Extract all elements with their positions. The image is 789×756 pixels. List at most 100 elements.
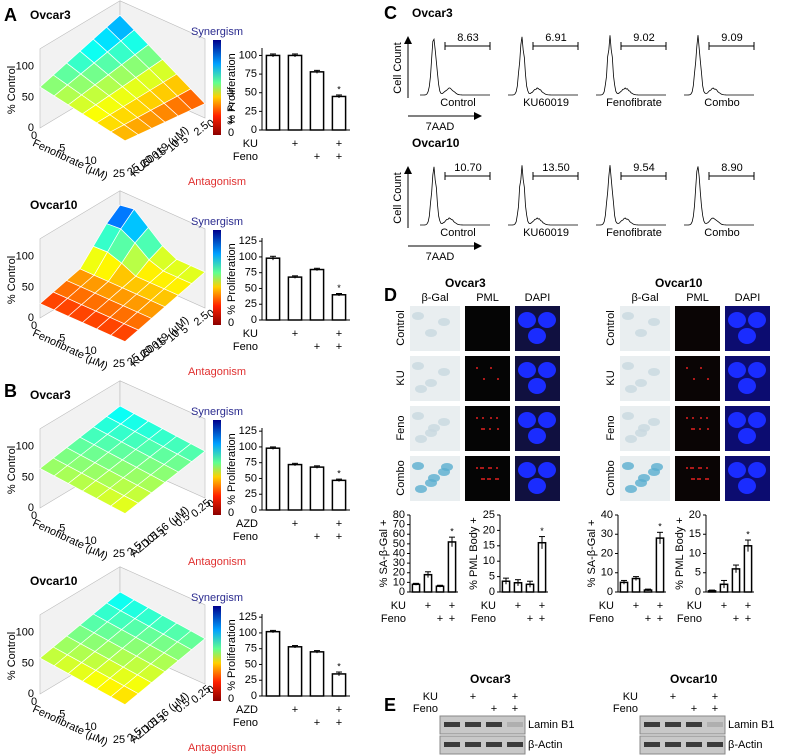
pml-body — [489, 428, 491, 430]
x-tick-label: 25 — [113, 548, 125, 560]
micro-column: β-Gal — [421, 292, 448, 304]
bar — [331, 479, 347, 511]
band-label: Lamin B1 — [528, 719, 574, 731]
micro-title: Ovcar10 — [655, 276, 703, 290]
band — [486, 742, 502, 747]
histogram — [596, 165, 666, 226]
treatment-mark: + — [314, 151, 320, 163]
nucleus — [518, 462, 536, 478]
treatment-name: Feno — [233, 151, 258, 163]
bar — [265, 257, 281, 321]
gate-value: 13.50 — [542, 162, 570, 174]
pml-body — [700, 417, 702, 419]
panel-label: A — [4, 5, 17, 25]
flow-title: Ovcar10 — [412, 136, 460, 150]
histogram — [684, 166, 754, 226]
y-tick-label: 70 — [393, 519, 405, 531]
nucleus — [538, 412, 556, 428]
pml-body — [483, 378, 485, 380]
pml-body — [691, 478, 693, 480]
pml-body — [700, 467, 702, 469]
treatment-mark: + — [512, 691, 518, 703]
pml-body — [700, 367, 702, 369]
micro-column: PML — [476, 292, 499, 304]
pml-body — [480, 467, 482, 469]
pml-body — [497, 428, 499, 430]
treatment-mark: + — [721, 600, 727, 612]
y-tick-label: 0 — [251, 690, 257, 702]
treatment-mark: + — [539, 600, 545, 612]
micro-column: DAPI — [735, 292, 761, 304]
z-axis-label: % Control — [6, 66, 18, 114]
pml-body — [705, 478, 707, 480]
cell — [638, 424, 650, 432]
treatment-mark: + — [314, 341, 320, 353]
bar — [265, 630, 281, 697]
pml-body — [698, 467, 700, 469]
cell — [648, 318, 660, 326]
treatment-mark: + — [515, 600, 521, 612]
cell — [438, 368, 450, 376]
treatment-mark: + — [425, 600, 431, 612]
bar — [265, 447, 281, 511]
treatment-name: Feno — [677, 613, 702, 625]
pml-body — [497, 478, 499, 480]
x-tick-label: 5 — [59, 523, 65, 535]
cell — [441, 463, 453, 471]
band — [707, 722, 723, 727]
y-tick-label: 25 — [483, 509, 495, 521]
z-tick-label: 0 — [28, 122, 34, 134]
nucleus — [748, 462, 766, 478]
cell — [438, 418, 450, 426]
y-tick-label: 0 — [251, 124, 257, 136]
significance-marker: * — [337, 84, 341, 94]
panel-label: D — [384, 285, 397, 305]
treatment-name: Feno — [233, 531, 258, 543]
y-tick-label: 40 — [393, 547, 405, 559]
x-tick-label: 25 — [113, 358, 125, 370]
y-tick-label: 5 — [489, 571, 495, 583]
cell — [635, 329, 647, 337]
y-tick-label: 10 — [601, 567, 613, 579]
micro-row: Feno — [605, 415, 617, 440]
y-tick-label: 10 — [393, 576, 405, 588]
y-tick-label: 125 — [239, 235, 257, 247]
treatment-mark: + — [512, 703, 518, 715]
antagonism-label: Antagonism — [188, 366, 246, 378]
x-tick-label: 10 — [85, 721, 97, 733]
x-tick-label: 0 — [31, 320, 37, 332]
y-tick-label: 25 — [245, 105, 257, 117]
treatment-mark: + — [292, 138, 298, 150]
treatment-name: KU — [599, 600, 614, 612]
y-tick-label: 10 — [483, 555, 495, 567]
sample-name: Combo — [704, 97, 739, 109]
nucleus — [528, 328, 546, 344]
treatment-mark: + — [745, 613, 751, 625]
y-tick-label: 125 — [239, 611, 257, 623]
y-tick-label: 100 — [239, 627, 257, 639]
pml-body — [707, 428, 709, 430]
band — [507, 742, 523, 747]
sample-name: Control — [440, 97, 475, 109]
panel-label: C — [384, 3, 397, 23]
x-tick-label: 25 — [113, 168, 125, 180]
sample-name: Fenofibrate — [606, 227, 662, 239]
surface-title: Ovcar10 — [30, 574, 78, 588]
nucleus — [538, 312, 556, 328]
y-axis-label: % Proliferation — [226, 619, 238, 691]
y-axis-label: % SA-β-Gal + — [378, 520, 390, 588]
antagonism-label: Antagonism — [188, 176, 246, 188]
bar — [287, 646, 303, 697]
nucleus — [738, 328, 756, 344]
pml-body — [686, 417, 688, 419]
cell — [428, 424, 440, 432]
flow-title: Ovcar3 — [412, 6, 453, 20]
y-tick-label: 20 — [601, 547, 613, 559]
treatment-name: KU — [687, 600, 702, 612]
bar — [287, 54, 303, 131]
treatment-mark: + — [527, 613, 533, 625]
band — [444, 722, 460, 727]
x-tick-label: 10 — [85, 345, 97, 357]
micro-row: Control — [395, 310, 407, 345]
